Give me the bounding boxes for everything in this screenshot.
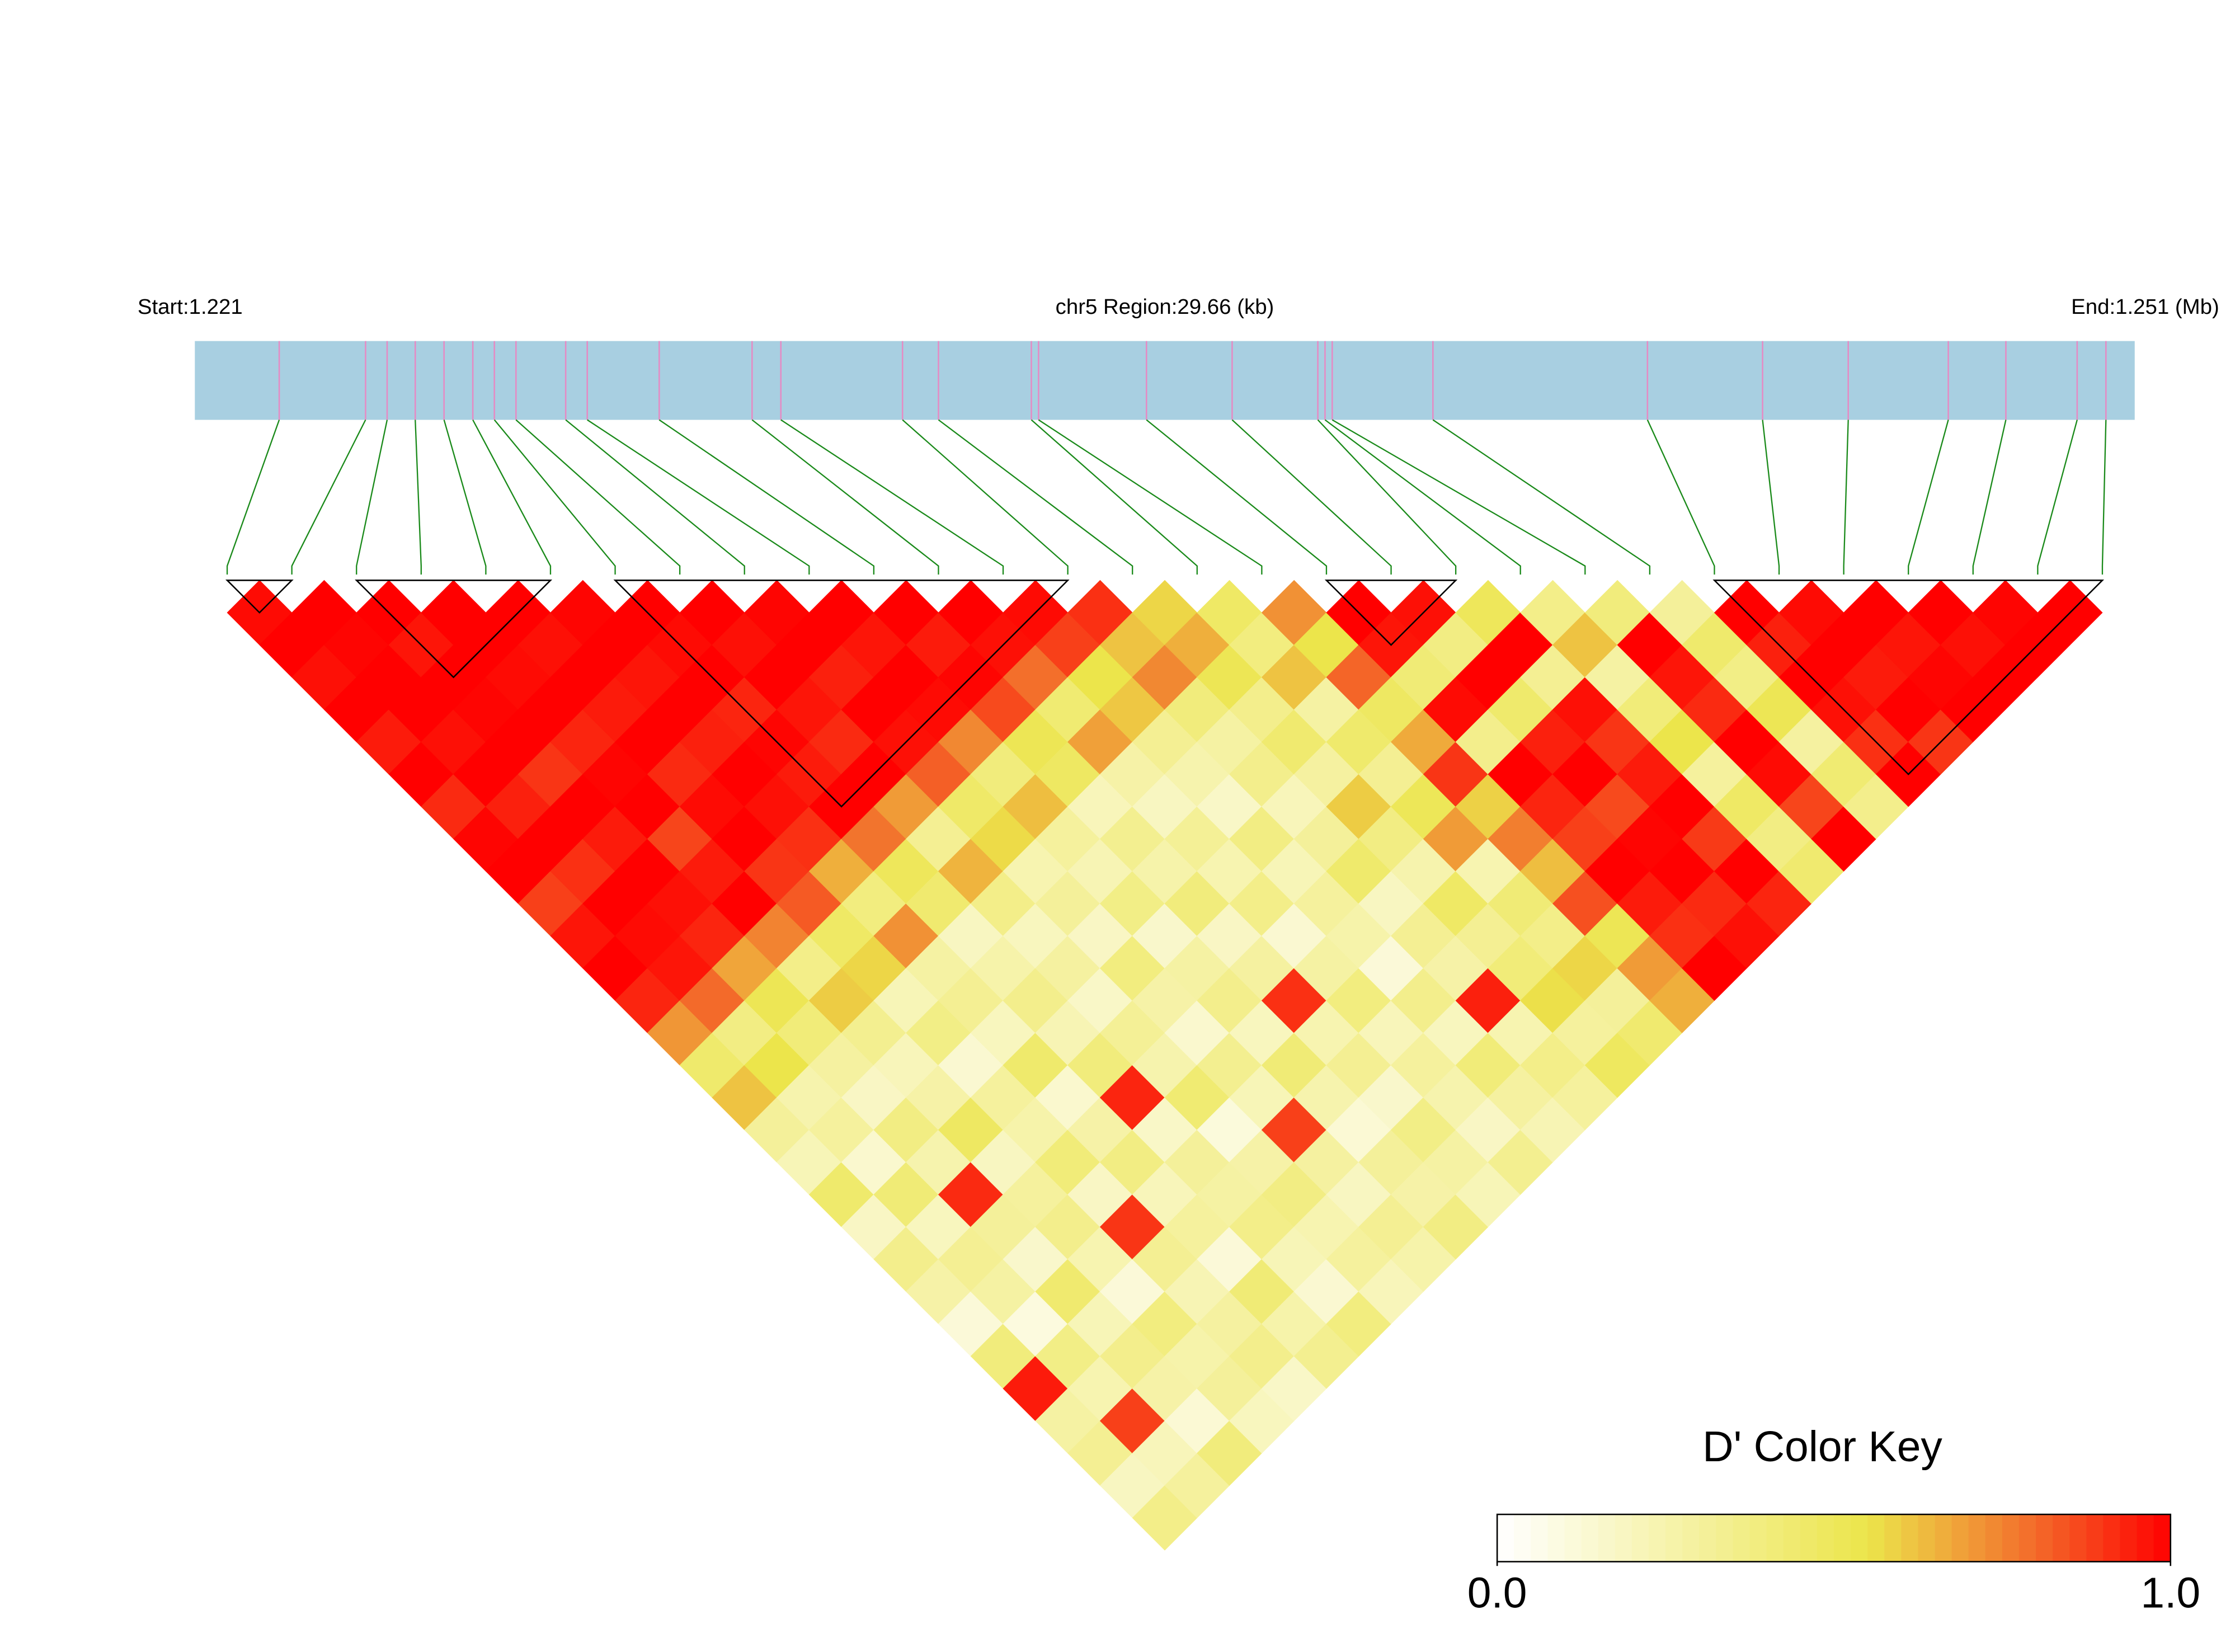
key-swatch bbox=[2103, 1514, 2121, 1562]
key-swatch bbox=[1682, 1514, 1700, 1562]
key-swatch bbox=[1884, 1514, 1902, 1562]
ld-block bbox=[613, 580, 1070, 808]
snp-connector bbox=[1908, 420, 1949, 575]
snp-connector bbox=[1146, 419, 1328, 575]
key-swatch bbox=[1918, 1514, 1936, 1562]
key-title: D' Color Key bbox=[1702, 1423, 1942, 1471]
key-swatch bbox=[1547, 1514, 1565, 1562]
snp-connector bbox=[1843, 420, 1849, 575]
start-label: Start:1.221 bbox=[138, 295, 243, 319]
snp-connector bbox=[356, 420, 388, 575]
snp-connector bbox=[1038, 419, 1263, 575]
ld-block bbox=[225, 580, 294, 614]
key-swatch bbox=[1817, 1514, 1834, 1562]
key-swatch bbox=[1901, 1514, 1919, 1562]
key-swatch bbox=[1851, 1514, 1868, 1562]
key-swatch bbox=[1783, 1514, 1801, 1562]
key-swatch bbox=[2069, 1514, 2087, 1562]
key-swatch bbox=[1935, 1514, 1952, 1562]
snp-connector bbox=[515, 419, 681, 575]
snp-connector bbox=[493, 419, 616, 575]
snp-connector bbox=[1317, 419, 1457, 575]
key-tick-label: 0.0 bbox=[1467, 1569, 1527, 1617]
snp-connector bbox=[443, 420, 487, 575]
snp-connector bbox=[1762, 420, 1780, 575]
snp-connector bbox=[658, 419, 875, 575]
heatmap bbox=[227, 580, 2103, 1551]
snp-connector bbox=[938, 419, 1133, 575]
key-swatch bbox=[1733, 1514, 1751, 1562]
key-swatch bbox=[1665, 1514, 1683, 1562]
key-swatch bbox=[1749, 1514, 1767, 1562]
key-swatch bbox=[1800, 1514, 1818, 1562]
key-swatch bbox=[1867, 1514, 1885, 1562]
snp-connector bbox=[1432, 419, 1651, 575]
end-label: End:1.251 (Mb) bbox=[2071, 295, 2219, 319]
key-swatch bbox=[1766, 1514, 1784, 1562]
key-swatch bbox=[2137, 1514, 2154, 1562]
snp-connector bbox=[291, 419, 366, 575]
snp-connector bbox=[226, 420, 280, 575]
key-swatch bbox=[1833, 1514, 1851, 1562]
key-frame bbox=[1496, 1513, 2172, 1562]
snp-connector bbox=[415, 420, 422, 575]
key-swatch bbox=[2036, 1514, 2053, 1562]
snp-connector bbox=[902, 419, 1069, 575]
key-swatch bbox=[2120, 1514, 2138, 1562]
key-swatch bbox=[1564, 1514, 1582, 1562]
snp-connector bbox=[780, 419, 1004, 575]
snp-connector bbox=[587, 419, 810, 575]
key-swatch bbox=[1514, 1514, 1532, 1562]
key-swatch bbox=[2053, 1514, 2070, 1562]
region-label: chr5 Region:29.66 (kb) bbox=[1056, 295, 1274, 319]
snp-connector bbox=[1324, 419, 1521, 575]
snp-connector bbox=[751, 419, 939, 575]
snp-connector bbox=[1231, 419, 1392, 575]
snp-connector bbox=[1031, 419, 1198, 575]
key-swatch bbox=[1531, 1514, 1549, 1562]
key-swatch bbox=[1497, 1514, 1514, 1562]
key-swatch bbox=[2018, 1514, 2036, 1562]
region-bar bbox=[195, 341, 2135, 420]
snp-connector bbox=[1646, 420, 1715, 575]
key-swatch bbox=[1951, 1514, 1969, 1562]
key-swatch bbox=[1581, 1514, 1599, 1562]
snp-connector bbox=[1331, 419, 1586, 575]
snp-connector bbox=[565, 419, 745, 575]
key-swatch bbox=[1985, 1514, 2003, 1562]
key-swatch bbox=[1968, 1514, 1986, 1562]
key-swatch bbox=[1648, 1514, 1666, 1562]
key-swatch bbox=[2086, 1514, 2104, 1562]
key-swatch bbox=[1615, 1514, 1632, 1562]
snp-connector bbox=[2101, 420, 2107, 575]
key-tick-label: 1.0 bbox=[2140, 1569, 2200, 1617]
snp-connector bbox=[472, 419, 552, 575]
key-swatch bbox=[1699, 1514, 1717, 1562]
ld-block bbox=[1324, 580, 1458, 646]
key-swatch bbox=[1716, 1514, 1734, 1562]
ld-block bbox=[1712, 580, 2105, 775]
key-swatch bbox=[2002, 1514, 2020, 1562]
key-swatch bbox=[2153, 1514, 2171, 1562]
key-swatch bbox=[1631, 1514, 1649, 1562]
ld-block bbox=[355, 580, 553, 679]
key-swatch bbox=[1598, 1514, 1616, 1562]
snp-connector bbox=[2037, 420, 2078, 575]
snp-connector bbox=[1972, 420, 2007, 575]
